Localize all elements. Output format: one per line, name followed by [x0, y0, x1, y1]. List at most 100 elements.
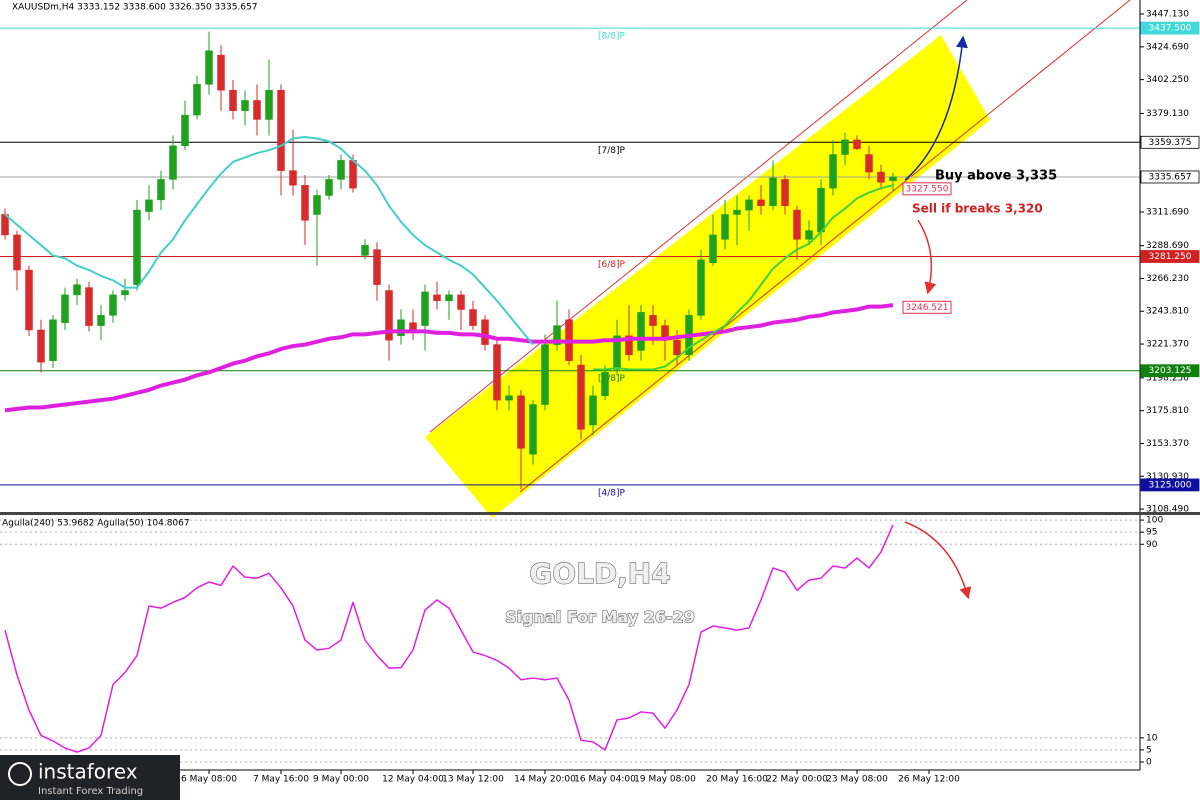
candle-body [409, 322, 417, 331]
y-tick-label: 3266.230 [1146, 274, 1189, 284]
x-tick-label: 23 May 08:00 [826, 775, 888, 785]
candle-body [889, 176, 897, 181]
level-label: [5/8]P [598, 374, 626, 384]
candle-body [97, 315, 105, 326]
y-tick-label: 100 [1146, 516, 1163, 526]
indicator-line [4, 303, 894, 413]
panel-title: Aguila(240) 53.9682 Aguila(50) 104.8067 [2, 519, 190, 529]
candle-body [493, 344, 501, 401]
level-tag-label: 3335.657 [1149, 172, 1192, 182]
candle-body [781, 179, 789, 206]
level-tag [1140, 170, 1200, 184]
candle-body [841, 139, 849, 155]
indicator-line [4, 136, 534, 346]
candle-body [49, 319, 57, 361]
y-tick-label: 5 [1146, 745, 1152, 755]
candle-body [25, 269, 33, 331]
candle-body [757, 199, 765, 206]
candle-body [121, 290, 129, 296]
candle-body [637, 312, 645, 351]
level-tag-label: 3359.375 [1149, 138, 1192, 148]
candle-body [133, 209, 141, 285]
x-tick-label: 20 May 16:00 [706, 775, 768, 785]
candle-body [385, 290, 393, 341]
y-tick-label: 3153.370 [1146, 439, 1189, 449]
sell-arrow [917, 219, 937, 295]
indicator-line [4, 524, 894, 753]
candle-body [193, 84, 201, 116]
y-tick-label: 3108.490 [1146, 505, 1189, 515]
price-marker [902, 300, 952, 314]
candle-body [553, 325, 561, 345]
candle-body [769, 177, 777, 206]
level-tag [1140, 135, 1200, 149]
level-tag-label: 3281.250 [1149, 252, 1192, 262]
candle-body [625, 335, 633, 356]
candle-body [253, 100, 261, 120]
candle-body [721, 214, 729, 240]
candle-body [505, 395, 513, 401]
y-tick-label: 10 [1146, 733, 1158, 743]
candle-body [373, 249, 381, 285]
candle-body [733, 209, 741, 215]
candle-body [361, 244, 369, 256]
candle-body [337, 160, 345, 180]
candle-body [313, 195, 321, 215]
candle-body [169, 145, 177, 180]
y-tick-label: 3130.930 [1146, 472, 1189, 482]
price-marker-label: 3246.521 [906, 303, 949, 313]
candle-body [109, 294, 117, 316]
x-tick-label: 7 May 16:00 [253, 775, 309, 785]
candle-body [577, 364, 585, 430]
candle-body [829, 154, 837, 189]
x-tick-label: 22 May 00:00 [766, 775, 828, 785]
candle-body [205, 50, 213, 85]
candle-body [865, 154, 873, 173]
candle-body [217, 54, 225, 91]
candle-body [61, 294, 69, 323]
candle-body [157, 179, 165, 201]
x-tick-label: 12 May 04:00 [382, 775, 444, 785]
candle-body [73, 284, 81, 296]
trend-channel [425, 35, 990, 518]
level-label: [8/8]P [598, 32, 626, 42]
panel-title: XAUUSDm,H4 3333.152 3338.600 3326.350 33… [12, 3, 257, 13]
channel-upper-line [429, 0, 968, 433]
x-tick-label: 16 May 04:00 [574, 775, 636, 785]
candle-body [349, 160, 357, 189]
logo-tagline: Instant Forex Trading [38, 786, 143, 797]
candle-body [613, 335, 621, 370]
candle-body [541, 344, 549, 405]
watermark-title: GOLD,H4 [529, 557, 670, 590]
candle-body [37, 329, 45, 363]
panel-separator [0, 512, 1200, 515]
candle-body [325, 179, 333, 196]
price-marker [902, 182, 952, 196]
level-tag-label: 3125.000 [1149, 480, 1192, 490]
logo-icon [8, 762, 32, 786]
candle-body [85, 287, 93, 326]
candle-body [793, 209, 801, 240]
y-tick-label: 90 [1146, 540, 1158, 550]
indicator-line [593, 184, 894, 371]
y-tick-label: 3424.690 [1146, 42, 1189, 52]
indicator-arrow [904, 521, 972, 600]
y-tick-label: 3447.130 [1146, 10, 1189, 20]
candle-body [709, 234, 717, 263]
candle-body [457, 294, 465, 310]
watermark-subtitle: Signal For May 26-29 [505, 608, 695, 627]
channel-lower-line [519, 0, 1131, 493]
candle-body [397, 319, 405, 337]
channel-layer [425, 0, 1131, 518]
y-tick-label: 0 [1146, 758, 1152, 768]
logo-name: instaforex [38, 760, 138, 784]
candle-body [13, 234, 21, 271]
level-tag-label: 3203.125 [1149, 366, 1192, 376]
y-tick-label: 3288.690 [1146, 241, 1189, 251]
x-tick-label: 26 May 12:00 [898, 775, 960, 785]
price-marker-label: 3327.550 [906, 184, 949, 194]
candle-body [265, 89, 273, 120]
x-tick-label: 9 May 00:00 [313, 775, 369, 785]
candle-body [517, 395, 525, 449]
